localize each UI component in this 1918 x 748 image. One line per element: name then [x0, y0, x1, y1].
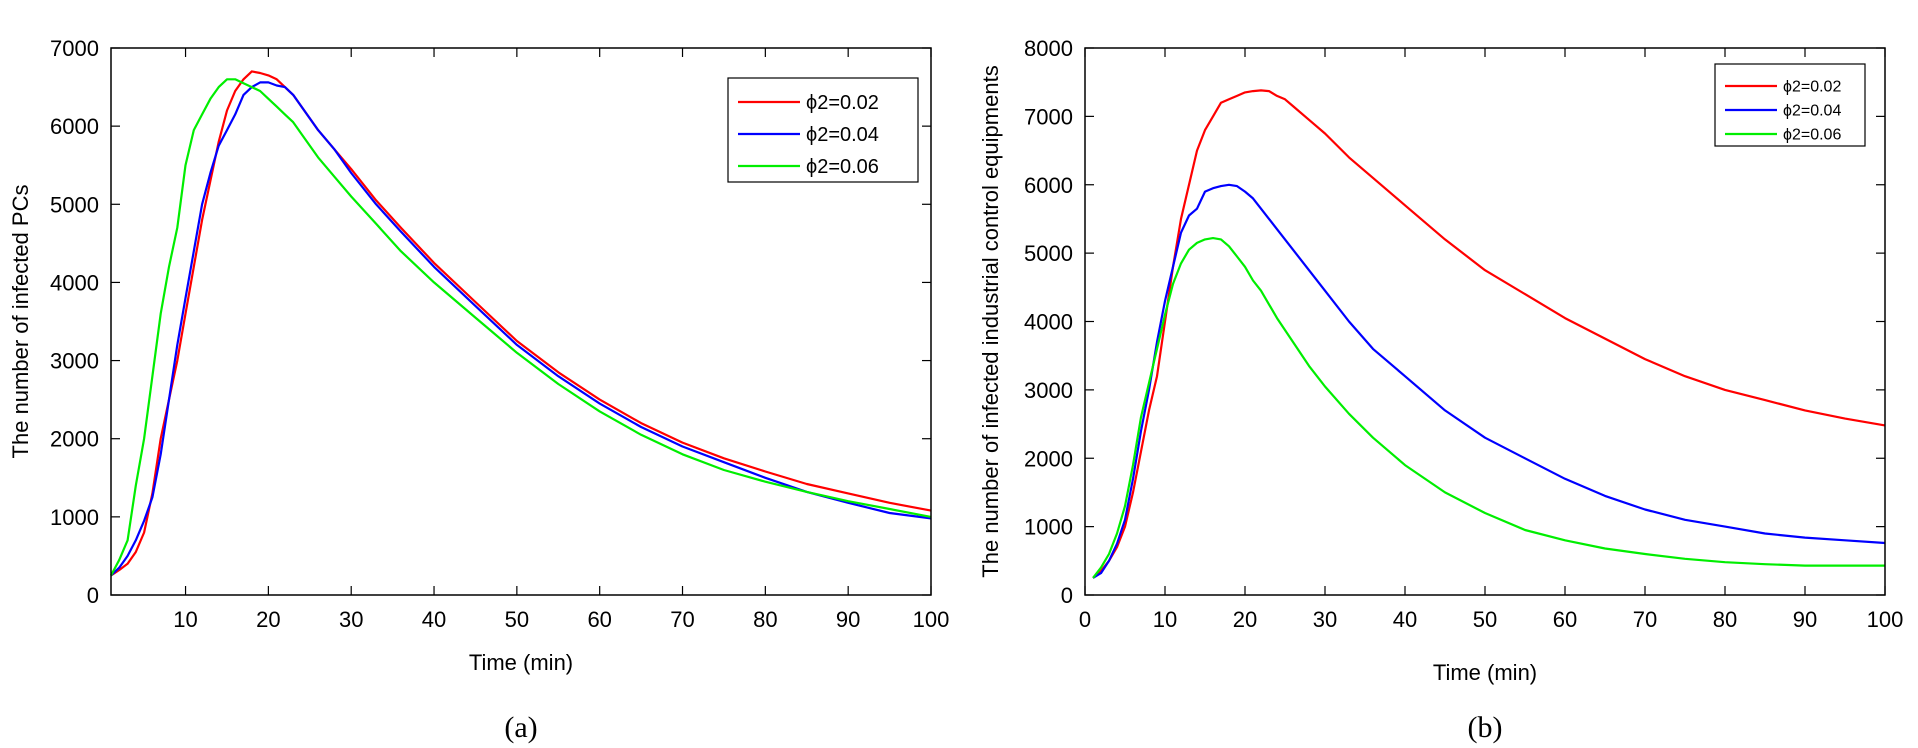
- legend-entry: ϕ2=0.06: [1783, 127, 1841, 144]
- legend-entry: ϕ2=0.04: [806, 124, 879, 146]
- x-tick-label: 20: [256, 607, 280, 632]
- y-tick-label: 4000: [50, 270, 99, 295]
- x-tick-label: 40: [422, 607, 446, 632]
- legend-box: [727, 77, 919, 183]
- x-tick-label: 0: [1079, 607, 1091, 632]
- series-line-2: [110, 78, 932, 577]
- x-tick-label: 70: [670, 607, 694, 632]
- y-tick-label: 7000: [1024, 104, 1073, 129]
- x-tick-label: 20: [1233, 607, 1257, 632]
- legend-entry: ϕ2=0.02: [1783, 79, 1841, 96]
- legend-entry: ϕ2=0.04: [1783, 103, 1841, 120]
- x-tick-label: 10: [1153, 607, 1177, 632]
- x-tick-label: 90: [1793, 607, 1817, 632]
- series-line-1: [110, 81, 932, 577]
- y-tick-label: 1000: [1024, 515, 1073, 540]
- x-axis-label: Time (min): [469, 650, 573, 675]
- y-tick-label: 2000: [50, 427, 99, 452]
- y-tick-label: 6000: [50, 114, 99, 139]
- x-tick-label: 60: [1553, 607, 1577, 632]
- x-tick-label: 10: [173, 607, 197, 632]
- y-tick-label: 4000: [1024, 310, 1073, 335]
- y-tick-label: 1000: [50, 505, 99, 530]
- panel-caption: (a): [504, 711, 537, 744]
- y-tick-label: 8000: [1024, 36, 1073, 61]
- legend-entry: ϕ2=0.02: [806, 92, 879, 114]
- y-tick-label: 3000: [1024, 378, 1073, 403]
- x-tick-label: 40: [1393, 607, 1417, 632]
- x-tick-label: 100: [1867, 607, 1904, 632]
- series-line-1: [1092, 183, 1886, 579]
- legend: ϕ2=0.02 ϕ2=0.04 ϕ2=0.06: [727, 77, 919, 183]
- y-tick-label: 0: [1061, 583, 1073, 608]
- plot-frame: [1084, 47, 1886, 596]
- y-tick-label: 7000: [50, 36, 99, 61]
- x-tick-label: 30: [1313, 607, 1337, 632]
- x-tick-label: 30: [339, 607, 363, 632]
- y-axis-label: The number of infected PCs: [8, 185, 33, 459]
- y-tick-label: 2000: [1024, 446, 1073, 471]
- legend: ϕ2=0.02 ϕ2=0.04 ϕ2=0.06: [1714, 63, 1866, 147]
- series-line-0: [1092, 89, 1886, 579]
- y-tick-label: 6000: [1024, 173, 1073, 198]
- chart-b: 0 10 20 30 40 50 60 70 80 90 100010002000300040005…: [978, 36, 1903, 744]
- panel-caption: (b): [1468, 711, 1503, 744]
- y-axis-label: The number of infected industrial contro…: [978, 65, 1003, 577]
- x-tick-label: 80: [753, 607, 777, 632]
- legend-box: [1714, 63, 1866, 147]
- y-tick-label: 5000: [1024, 241, 1073, 266]
- x-tick-label: 50: [1473, 607, 1497, 632]
- x-tick-label: 100: [913, 607, 950, 632]
- plot-frame: [110, 47, 932, 596]
- x-tick-label: 90: [836, 607, 860, 632]
- x-tick-label: 50: [505, 607, 529, 632]
- y-tick-label: 3000: [50, 349, 99, 374]
- y-tick-label: 0: [87, 583, 99, 608]
- x-axis-label: Time (min): [1433, 660, 1537, 685]
- chart-a: 10 20 30 40 50 60 70 80 90 1000100020003000400050…: [8, 36, 949, 744]
- y-tick-label: 5000: [50, 192, 99, 217]
- legend-entry: ϕ2=0.06: [806, 156, 879, 178]
- series-line-2: [1092, 237, 1885, 579]
- x-tick-label: 80: [1713, 607, 1737, 632]
- x-tick-label: 60: [587, 607, 611, 632]
- x-tick-label: 70: [1633, 607, 1657, 632]
